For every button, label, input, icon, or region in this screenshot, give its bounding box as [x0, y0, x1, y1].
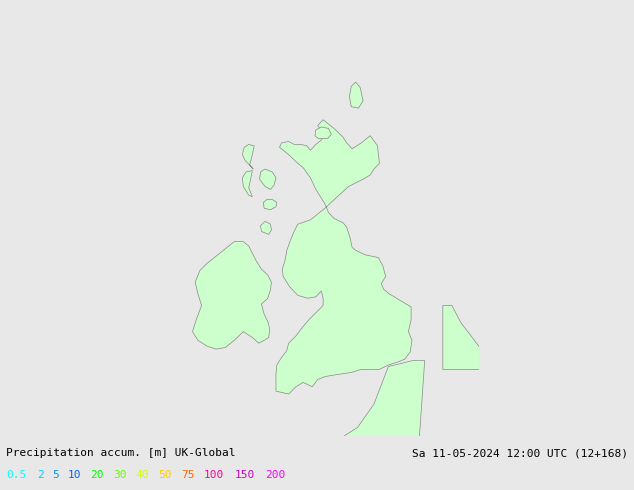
Polygon shape	[443, 305, 481, 369]
Polygon shape	[242, 145, 254, 169]
Text: 10: 10	[67, 470, 81, 480]
Polygon shape	[315, 127, 332, 139]
Polygon shape	[260, 169, 276, 190]
Text: Sa 11-05-2024 12:00 UTC (12+168): Sa 11-05-2024 12:00 UTC (12+168)	[411, 448, 628, 458]
Text: Precipitation accum. [m] UK-Global: Precipitation accum. [m] UK-Global	[6, 448, 236, 458]
Text: 5: 5	[52, 470, 59, 480]
Polygon shape	[261, 221, 271, 234]
Polygon shape	[193, 242, 271, 349]
Polygon shape	[276, 120, 412, 394]
Polygon shape	[263, 199, 277, 210]
Text: 20: 20	[90, 470, 103, 480]
Text: 50: 50	[158, 470, 172, 480]
Text: 200: 200	[265, 470, 285, 480]
Text: 75: 75	[181, 470, 195, 480]
Text: 150: 150	[235, 470, 255, 480]
Polygon shape	[242, 171, 252, 196]
Text: 100: 100	[204, 470, 224, 480]
Text: 30: 30	[113, 470, 126, 480]
Text: 40: 40	[136, 470, 149, 480]
Polygon shape	[349, 82, 363, 108]
Polygon shape	[339, 361, 425, 439]
Text: 2: 2	[37, 470, 44, 480]
Text: 0.5: 0.5	[6, 470, 27, 480]
